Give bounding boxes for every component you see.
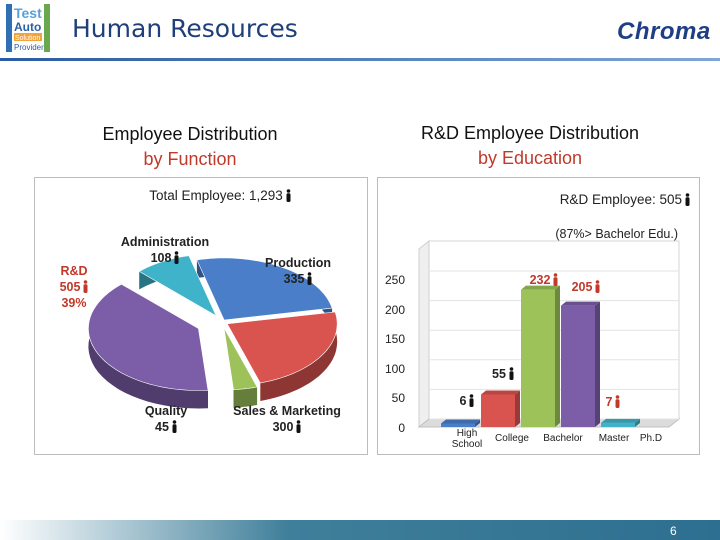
y-tick-label: 250 <box>384 273 405 287</box>
person-icon <box>307 272 312 285</box>
bar-value-label: 232 <box>524 272 564 288</box>
rd-label: R&D 505 39% <box>48 263 100 311</box>
bar-value-label: 205 <box>566 279 606 295</box>
left-chart-title: Employee Distribution <box>102 124 278 144</box>
bar-college <box>481 394 515 427</box>
pie-slice-administration <box>138 255 217 317</box>
pie-slice-r-d <box>88 283 209 391</box>
bar-side-high-school <box>475 419 480 427</box>
total-employee-label: Total Employee: 1,293 <box>130 188 310 204</box>
rd-employee-total: R&D Employee: 505 <box>500 192 690 208</box>
bar-top-master <box>561 301 600 306</box>
sales-marketing-label: Sales & Marketing 300 <box>220 403 354 435</box>
y-tick-label: 0 <box>398 421 405 435</box>
right-chart-subtitle: by Education <box>477 148 583 168</box>
pie-slice-side-sales-marketing <box>260 312 338 401</box>
bar-value-label: 7 <box>600 394 626 410</box>
bachelor-note: (87%> Bachelor Edu.) <box>555 227 678 241</box>
production-label: Production 335 <box>250 255 346 287</box>
person-icon <box>615 395 620 408</box>
rd-value: 505 <box>59 280 81 294</box>
pie-slice-sales-marketing <box>226 311 338 384</box>
bar-chart-side-wall <box>418 239 430 429</box>
person-icon <box>685 193 690 206</box>
right-chart-title: R&D Employee Distribution <box>420 123 640 143</box>
bar-top-ph-d <box>601 418 640 423</box>
person-icon <box>174 251 179 264</box>
administration-name: Administration <box>120 235 210 249</box>
bar-top-high-school <box>441 419 480 424</box>
test-auto-solution-logo: Test Auto Solution Provider <box>6 4 50 52</box>
administration-label: Administration 108 <box>108 234 222 266</box>
x-label-master: Master <box>598 433 630 444</box>
person-icon <box>469 394 474 407</box>
header-divider <box>0 58 720 61</box>
value-high-school: 6 <box>459 394 467 408</box>
bar-bachelor <box>521 289 555 427</box>
quality-name: Quality <box>144 404 188 418</box>
production-name: Production <box>265 256 331 270</box>
footer-bar <box>0 520 720 540</box>
svg-text:Auto: Auto <box>14 20 41 34</box>
sales-marketing-name: Sales & Marketing <box>233 404 341 418</box>
pie-slice-side-quality <box>233 387 258 408</box>
function-pie-chart <box>88 255 338 409</box>
total-employee-text: Total Employee: 1,293 <box>149 188 283 203</box>
x-label-phd: Ph.D <box>639 433 663 444</box>
person-icon <box>296 420 301 433</box>
sales-marketing-value: 300 <box>272 420 294 434</box>
y-tick-label: 50 <box>391 391 405 405</box>
person-icon <box>509 367 514 380</box>
person-icon <box>83 280 88 293</box>
chroma-logo: Chroma <box>617 18 711 45</box>
page-title: Human Resources <box>72 14 298 43</box>
y-tick-label: 200 <box>384 303 405 317</box>
value-college: 55 <box>492 367 506 381</box>
bar-side-bachelor <box>555 285 560 427</box>
rd-employee-text: R&D Employee: 505 <box>559 192 682 207</box>
production-value: 335 <box>283 272 305 286</box>
x-label-college: College <box>495 433 529 444</box>
person-icon <box>595 280 600 293</box>
value-phd: 7 <box>605 395 613 409</box>
page-number: 6 <box>670 524 677 538</box>
bar-value-label: 55 <box>488 366 518 382</box>
value-master: 205 <box>571 280 593 294</box>
bar-master <box>561 305 595 427</box>
left-chart-subtitle: by Function <box>143 149 237 169</box>
svg-text:Provider: Provider <box>14 43 44 52</box>
pie-slice-quality <box>223 327 258 390</box>
value-bachelor: 232 <box>529 273 551 287</box>
rd-name: R&D <box>60 264 88 278</box>
y-tick-label: 100 <box>384 362 405 376</box>
bar-top-bachelor <box>521 285 560 290</box>
education-bar-chart <box>417 239 681 429</box>
person-icon <box>172 420 177 433</box>
administration-value: 108 <box>150 251 172 265</box>
bar-top-college <box>481 390 520 395</box>
bar-high-school <box>441 423 475 427</box>
bar-side-master <box>595 301 600 427</box>
bar-side-college <box>515 390 520 427</box>
svg-text:Test: Test <box>14 5 42 21</box>
svg-text:Solution: Solution <box>15 35 40 42</box>
rd-percent: 39% <box>61 296 87 310</box>
pie-slice-production <box>196 257 333 321</box>
person-icon <box>286 189 291 202</box>
pie-slice-side-r-d <box>88 284 208 409</box>
person-icon <box>553 273 558 286</box>
y-tick-label: 150 <box>384 332 405 346</box>
x-label-bachelor: Bachelor <box>543 433 583 444</box>
x-label-school: School <box>451 439 483 450</box>
quality-label: Quality 45 <box>134 403 198 435</box>
quality-value: 45 <box>155 420 169 434</box>
x-label-high-school: High School <box>447 428 487 450</box>
bar-value-label: 6 <box>454 393 480 409</box>
x-label-high: High <box>456 428 478 439</box>
bar-ph-d <box>601 422 635 427</box>
bar-side-ph-d <box>635 418 640 427</box>
